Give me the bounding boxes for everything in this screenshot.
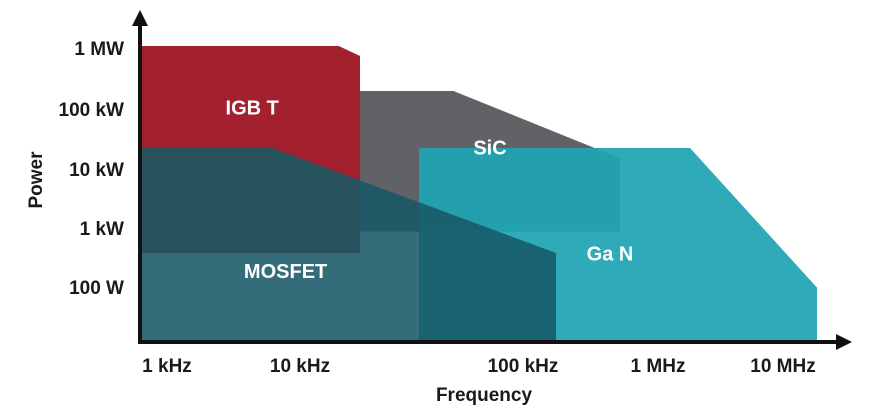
igbt-label: IGB T — [226, 97, 279, 119]
x-tick-label: 1 kHz — [142, 356, 192, 377]
gan-label: Ga N — [587, 244, 634, 266]
y-tick-label: 1 MW — [74, 39, 124, 60]
y-tick-label: 100 W — [69, 278, 124, 299]
mosfet-region — [140, 148, 556, 342]
y-axis-title: Power — [26, 151, 47, 209]
technology-regions — [140, 46, 817, 342]
y-tick-label: 10 kW — [69, 160, 124, 181]
sic-label: SiC — [473, 137, 506, 159]
x-axis-arrow — [836, 334, 852, 350]
x-tick-label: 10 MHz — [750, 356, 815, 377]
y-axis-arrow — [132, 10, 148, 26]
y-tick-label: 1 kW — [80, 219, 124, 240]
x-tick-label: 1 MHz — [631, 356, 686, 377]
x-tick-label: 100 kHz — [488, 356, 559, 377]
mosfet-label: MOSFET — [244, 261, 327, 283]
x-axis-title: Frequency — [436, 385, 533, 406]
y-tick-label: 100 kW — [59, 100, 125, 121]
x-tick-label: 10 kHz — [270, 356, 330, 377]
region-labels: SiC IGB T Ga N MOSFET — [226, 97, 634, 283]
